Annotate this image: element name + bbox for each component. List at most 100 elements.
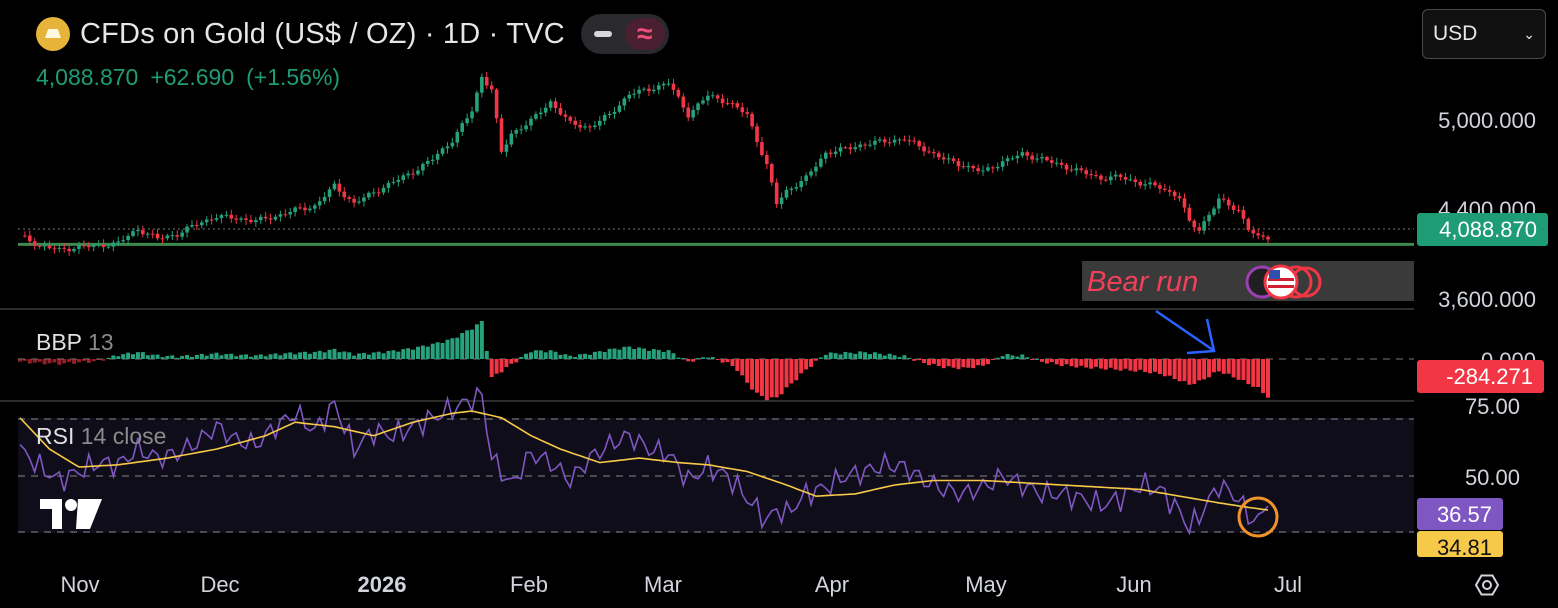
candle	[1020, 147, 1025, 159]
candle	[1005, 155, 1010, 166]
candle	[141, 225, 145, 238]
bbp-bar	[204, 355, 209, 359]
candle	[239, 216, 243, 223]
candle	[1035, 153, 1039, 163]
x-axis-label: Feb	[510, 572, 548, 597]
candle	[1167, 185, 1172, 197]
rsi-ma-line	[19, 410, 1269, 511]
settings-icon[interactable]	[1474, 574, 1500, 596]
bbp-bar	[1030, 359, 1035, 360]
candle	[696, 101, 700, 115]
rsi-ma-badge	[1417, 531, 1503, 557]
bbp-bar	[1133, 359, 1138, 372]
candle	[145, 231, 150, 239]
bbp-value: -284.271	[1446, 364, 1533, 389]
bbp-bar	[907, 357, 912, 359]
bbp-bar	[430, 343, 435, 359]
us-flag-icon[interactable]	[1245, 264, 1322, 300]
bbp-bar	[465, 330, 470, 359]
header-controls: ≈	[580, 14, 669, 54]
bbp-bar	[1211, 359, 1216, 373]
candle	[1064, 162, 1069, 175]
bbp-bar	[479, 321, 484, 359]
candle	[470, 106, 474, 124]
candle	[907, 135, 912, 146]
candle	[317, 196, 322, 210]
candle	[991, 165, 995, 174]
candle	[1015, 150, 1020, 164]
bbp-bar	[415, 346, 420, 359]
bbp-bar	[926, 359, 931, 366]
bbp-bar	[573, 356, 578, 359]
bbp-bar	[922, 359, 927, 363]
candle	[740, 102, 745, 117]
candle	[981, 165, 985, 176]
bbp-bar	[779, 359, 784, 395]
wave-icon[interactable]: ≈	[624, 18, 665, 50]
bbp-bar	[794, 359, 799, 381]
candle	[234, 214, 238, 224]
bbp-bar	[524, 353, 529, 359]
candle	[755, 123, 759, 148]
candle	[283, 209, 288, 218]
arrow-annotation	[1155, 309, 1216, 355]
candle	[249, 214, 253, 224]
candle	[917, 139, 921, 151]
candle	[47, 240, 52, 250]
minus-icon[interactable]	[585, 18, 621, 50]
candle	[927, 146, 931, 154]
candle	[82, 240, 86, 249]
bbp-bar	[209, 353, 214, 359]
candle	[1177, 192, 1182, 202]
candle	[1059, 159, 1064, 169]
candle	[745, 107, 749, 118]
bbp-bar	[1044, 359, 1049, 364]
candle	[214, 213, 219, 222]
bbp-bar	[823, 354, 828, 359]
bbp-bar	[750, 359, 755, 390]
currency-select[interactable]: USD ⌄	[1422, 9, 1546, 59]
candle	[204, 216, 209, 227]
candle	[553, 97, 558, 113]
candle	[494, 88, 499, 124]
candle	[416, 166, 420, 176]
bbp-bar	[877, 353, 882, 359]
candle	[868, 140, 872, 148]
candle	[833, 146, 838, 158]
bbp-bar	[646, 350, 651, 359]
bbp-bar	[1049, 359, 1054, 363]
candle	[932, 148, 936, 159]
bbp-bar	[764, 359, 769, 401]
bbp-bar	[676, 357, 681, 359]
candle	[838, 143, 843, 157]
bbp-bar	[1143, 359, 1148, 372]
candle	[23, 231, 27, 238]
candle	[887, 137, 892, 147]
candle	[1192, 219, 1197, 233]
bbp-bar	[1118, 359, 1123, 371]
candle	[937, 150, 941, 161]
bbp-bar	[470, 329, 475, 359]
bbp-bar	[1123, 359, 1128, 369]
candle	[519, 124, 523, 135]
bbp-bar	[440, 342, 445, 359]
bbp-bar	[307, 353, 312, 359]
bbp-bar	[651, 349, 656, 359]
candle	[1118, 173, 1123, 181]
bbp-bar	[312, 351, 317, 359]
candle	[784, 186, 789, 200]
candle	[622, 96, 627, 111]
candle	[691, 105, 695, 121]
candle	[632, 88, 636, 99]
bbp-bar	[1192, 359, 1197, 384]
candle	[430, 154, 435, 166]
candle	[804, 172, 808, 186]
candle	[435, 150, 440, 165]
candle	[440, 146, 445, 157]
candle	[1079, 165, 1084, 173]
bbp-bar	[1152, 359, 1157, 372]
bbp-bar	[774, 359, 779, 398]
symbol-header[interactable]: CFDs on Gold (US$ / OZ) · 1D · TVC ≈	[36, 14, 669, 54]
candle	[593, 120, 597, 130]
